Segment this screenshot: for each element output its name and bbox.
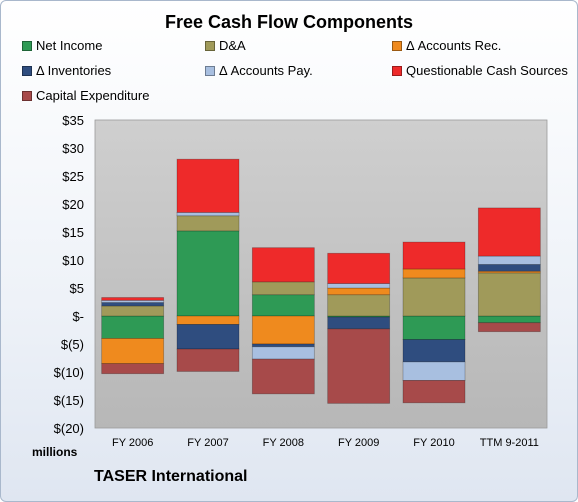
bar-segment: [477, 207, 541, 257]
bar-segment: [101, 315, 165, 339]
bar-segment: [327, 316, 391, 330]
bar-segment: [101, 302, 165, 307]
bar-segment: [327, 328, 391, 404]
bars: [101, 158, 541, 404]
legend-label: Capital Expenditure: [36, 88, 150, 103]
bar-segment: [101, 305, 165, 317]
legend-item: D&A: [205, 38, 246, 53]
y-tick-label: $10: [62, 253, 84, 268]
y-axis-unit-label: millions: [32, 445, 78, 459]
legend-swatch: [22, 40, 32, 51]
legend-item: Δ Accounts Pay.: [205, 63, 313, 78]
x-tick-label: FY 2010: [413, 437, 454, 449]
bar-segment: [251, 294, 315, 317]
bar-segment: [101, 363, 165, 375]
x-tick-label: FY 2008: [263, 437, 304, 449]
y-tick-label: $(15): [54, 393, 84, 408]
bar-segment: [251, 346, 315, 360]
legend-label: Δ Accounts Rec.: [406, 38, 502, 53]
x-tick-label: FY 2009: [338, 437, 379, 449]
bar-segment: [402, 277, 466, 317]
legend-item: Net Income: [22, 38, 102, 53]
bar-segment: [176, 158, 240, 213]
legend-swatch: [205, 65, 215, 76]
y-tick-label: $(10): [54, 365, 84, 380]
bar-segment: [251, 315, 315, 345]
bar-segment: [176, 315, 240, 325]
bar-segment: [327, 287, 391, 296]
bar-segment: [176, 323, 240, 350]
bar-segment: [477, 272, 541, 317]
y-axis: $35 $30 $25 $20 $15 $10 $5 $- $(5) $(10) $(15) $(20…: [54, 113, 84, 436]
y-tick-label: $20: [62, 197, 84, 212]
bar-segment: [176, 348, 240, 372]
bar-segment: [176, 230, 240, 317]
bar-segment: [327, 283, 391, 289]
y-tick-label: $(20): [54, 421, 84, 436]
chart-title: Free Cash Flow Components: [164, 12, 414, 32]
legend-item: Capital Expenditure: [22, 88, 149, 103]
bar-segment: [251, 247, 315, 283]
y-tick-label: $5: [70, 281, 84, 296]
legend-label: Net Income: [36, 38, 103, 53]
bar-segment: [402, 268, 466, 279]
bar-segment: [402, 379, 466, 404]
bar-segment: [402, 241, 466, 270]
plot-area: [94, 119, 548, 429]
bar-segment: [402, 315, 466, 340]
x-axis: FY 2006 FY 2007 FY 2008 FY 2009 FY 2010 TTM 9…: [112, 437, 539, 449]
legend-swatch: [22, 65, 32, 76]
bar-segment: [402, 339, 466, 363]
legend-label: Questionable Cash Sources: [406, 63, 568, 78]
x-tick-label: FY 2007: [187, 437, 228, 449]
bar-segment: [101, 337, 165, 364]
y-tick-label: $-: [72, 309, 84, 324]
bar-segment: [327, 294, 391, 317]
bar-segment: [101, 297, 165, 301]
legend-label: Δ Inventories: [36, 63, 112, 78]
legend-label: D&A: [219, 38, 246, 53]
bar-segment: [101, 299, 165, 303]
bar-segment: [251, 281, 315, 296]
company-name: TASER International: [94, 468, 248, 485]
bar-segment: [477, 315, 541, 324]
bar-segment: [477, 322, 541, 333]
y-tick-label: $35: [62, 113, 84, 128]
y-tick-label: $25: [62, 169, 84, 184]
y-tick-label: $(5): [61, 337, 84, 352]
bar-segment: [477, 264, 541, 272]
legend-swatch: [392, 40, 402, 51]
bar-segment: [176, 211, 240, 217]
bar-segment: [327, 252, 391, 284]
y-tick-label: $30: [62, 141, 84, 156]
y-tick-label: $15: [62, 225, 84, 240]
legend-label: Δ Accounts Pay.: [219, 63, 313, 78]
bar-segment: [176, 215, 240, 232]
legend-swatch: [22, 90, 32, 101]
bar-segment: [251, 358, 315, 395]
bar-segment: [477, 255, 541, 265]
x-tick-label: FY 2006: [112, 437, 153, 449]
legend-item: Questionable Cash Sources: [392, 63, 568, 78]
legend-item: Δ Inventories: [22, 63, 111, 78]
legend-item: Δ Accounts Rec.: [392, 38, 501, 53]
x-tick-label: TTM 9-2011: [480, 437, 539, 449]
bar-segment: [402, 361, 466, 381]
legend-swatch: [205, 40, 215, 51]
legend-swatch: [392, 65, 402, 76]
bar-segment: [251, 343, 315, 348]
